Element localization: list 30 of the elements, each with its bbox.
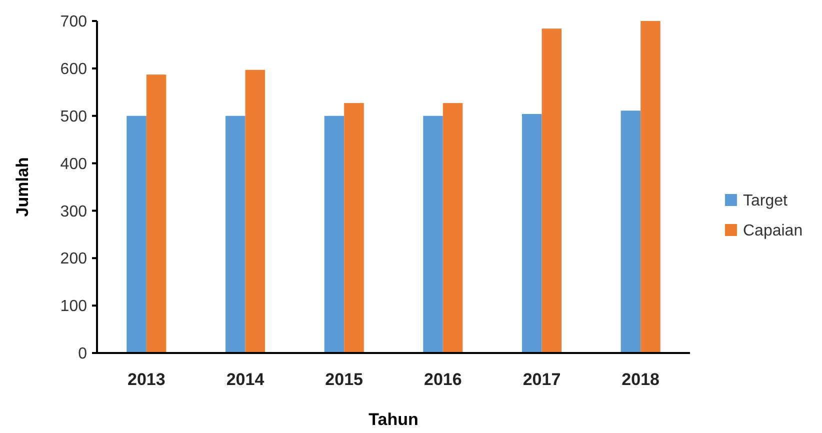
y-tick-label: 100 [60, 298, 88, 316]
y-tick-label: 400 [60, 156, 88, 173]
bar [324, 116, 344, 353]
x-tick-label: 2015 [325, 370, 363, 389]
x-tick-label: 2018 [622, 370, 660, 389]
y-tick-label: 500 [60, 108, 88, 126]
bar [146, 74, 166, 353]
bar [620, 110, 641, 353]
y-axis-title: Jumlah [13, 157, 32, 217]
x-tick-label: 2017 [522, 370, 561, 389]
legend-label: Capaian [743, 222, 803, 240]
bar [522, 114, 542, 353]
y-tick-label: 200 [60, 250, 88, 268]
y-tick-label: 300 [60, 203, 88, 220]
x-tick-label: 2013 [128, 370, 166, 389]
bar [245, 70, 266, 353]
x-axis-title: Tahun [368, 410, 418, 429]
x-tick-label: 2016 [424, 370, 462, 389]
bar [640, 21, 660, 353]
y-tick-label: 600 [60, 61, 88, 78]
bar [344, 103, 364, 353]
bar [225, 116, 246, 353]
legend-label: Target [743, 192, 788, 210]
x-tick-label: 2014 [226, 370, 265, 389]
y-tick-label: 700 [60, 14, 88, 31]
bar [442, 103, 463, 353]
bar [126, 116, 146, 353]
y-tick-label: 0 [78, 346, 88, 363]
bar [542, 28, 562, 353]
bar [423, 116, 443, 353]
